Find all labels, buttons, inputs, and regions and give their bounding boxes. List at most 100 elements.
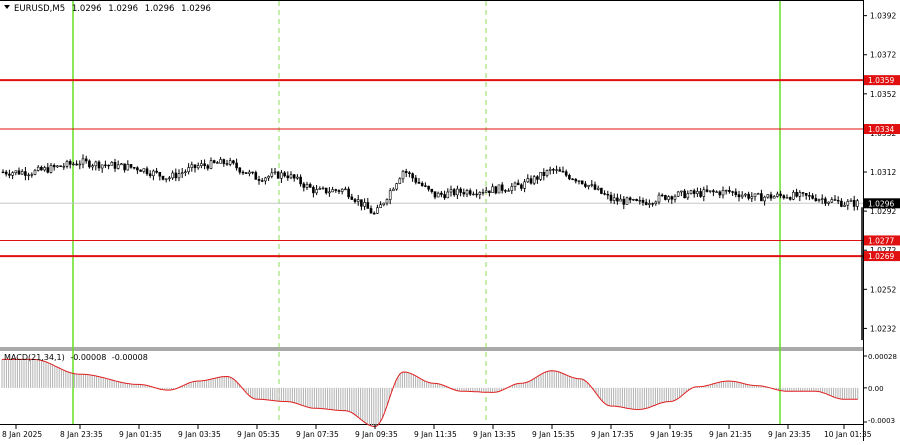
symbol-header[interactable]: EURUSD,M5 1.0296 1.0296 1.0296 1.0296 (4, 4, 211, 14)
price-candles (1, 154, 863, 341)
time-tick-label: 9 Jan 15:35 (532, 430, 575, 439)
candle-body (449, 189, 453, 193)
candle-body (81, 158, 85, 165)
candle-body (564, 171, 568, 176)
candle-body (724, 189, 728, 192)
candle-body (174, 172, 178, 179)
price-tick-label: 1.0232 (870, 324, 896, 333)
candle-body (56, 165, 59, 168)
candle-body (772, 196, 776, 199)
candle-body (465, 190, 469, 195)
time-tick-label: 9 Jan 23:35 (768, 430, 811, 439)
candle-body (827, 201, 830, 204)
candle-body (769, 194, 773, 199)
candle-body (200, 163, 203, 167)
candle-body (395, 183, 398, 190)
candle-body (257, 179, 261, 181)
candle-body (238, 167, 242, 173)
time-tick-label: 8 Jan 23:35 (60, 430, 103, 439)
candle-body (488, 190, 491, 194)
candle-body (670, 196, 674, 200)
candle-body (1, 171, 5, 174)
candle-body (622, 198, 626, 205)
candle-body (817, 199, 821, 202)
candle-body (379, 204, 382, 209)
candle-body (84, 158, 88, 162)
candle-body (651, 203, 654, 205)
candle-body (766, 194, 770, 198)
price-tick-label: 1.0292 (870, 207, 896, 216)
time-tick-label: 9 Jan 11:35 (414, 430, 457, 439)
candle-body (824, 198, 827, 204)
candle-body (116, 164, 120, 169)
candle-body (318, 188, 322, 190)
candle-body (782, 195, 786, 199)
candle-body (196, 165, 200, 169)
candle-body (155, 170, 158, 173)
candle-body (49, 165, 53, 173)
candle-body (209, 160, 213, 169)
candle-body (315, 189, 318, 194)
candle-body (88, 160, 91, 168)
candle-body (52, 165, 56, 168)
price-axis: 1.03921.03721.03521.03321.03121.02921.02… (863, 12, 900, 333)
candle-body (46, 167, 50, 173)
candle-body (616, 197, 619, 202)
candle-body (136, 167, 139, 171)
candle-body (97, 161, 101, 169)
candle-body (152, 170, 155, 177)
candle-body (801, 192, 805, 194)
candle-body (344, 188, 347, 191)
candle-body (376, 207, 379, 214)
candle-body (849, 200, 853, 202)
candle-body (145, 168, 149, 175)
candle-body (72, 163, 75, 166)
candle-body (696, 191, 699, 194)
candle-body (526, 178, 530, 183)
candle-body (308, 184, 312, 188)
candle-body (420, 183, 424, 187)
candle-body (190, 164, 194, 168)
candle-body (417, 181, 421, 184)
candle-body (107, 164, 110, 167)
candle-body (248, 171, 251, 174)
candle-body (433, 191, 437, 198)
candle-body (212, 160, 216, 163)
macd-histogram (1, 359, 859, 427)
collapse-triangle-icon[interactable] (4, 5, 10, 9)
candle-body (721, 190, 725, 196)
candle-body (161, 175, 165, 180)
candle-body (440, 192, 443, 195)
candle-body (638, 200, 642, 202)
ohlc-close: 1.0296 (181, 4, 211, 14)
candle-body (20, 171, 24, 175)
candle-body (372, 212, 376, 215)
candle-body (219, 159, 222, 164)
svg-text:EURUSD,M5 1.0296: EURUSD,M5 1.0296 1.0296 1.0296 1.0296 (14, 4, 211, 14)
candle-body (251, 171, 254, 174)
candle-body (712, 190, 715, 193)
candle-body (731, 191, 734, 193)
candle-body (164, 178, 168, 180)
candle-body (699, 191, 702, 197)
candle-body (158, 172, 162, 177)
level-price-tag-label: 1.0277 (868, 236, 894, 245)
ohlc-low: 1.0296 (145, 4, 175, 14)
ohlc-open: 1.0296 (72, 4, 102, 14)
candle-body (654, 201, 658, 205)
time-tick-label: 9 Jan 17:35 (591, 430, 634, 439)
candle-body (36, 166, 40, 171)
candle-body (168, 177, 171, 180)
candle-body (331, 189, 334, 193)
candle-body (635, 198, 638, 201)
candle-body (273, 171, 277, 174)
candle-body (664, 195, 667, 200)
candle-body (459, 188, 462, 193)
candle-body (657, 194, 661, 203)
candle-body (120, 163, 123, 166)
candle-body (142, 168, 146, 172)
macd-header: MACD(21,34,1) -0.00008 -0.00008 (4, 353, 148, 362)
candle-body (612, 197, 616, 201)
